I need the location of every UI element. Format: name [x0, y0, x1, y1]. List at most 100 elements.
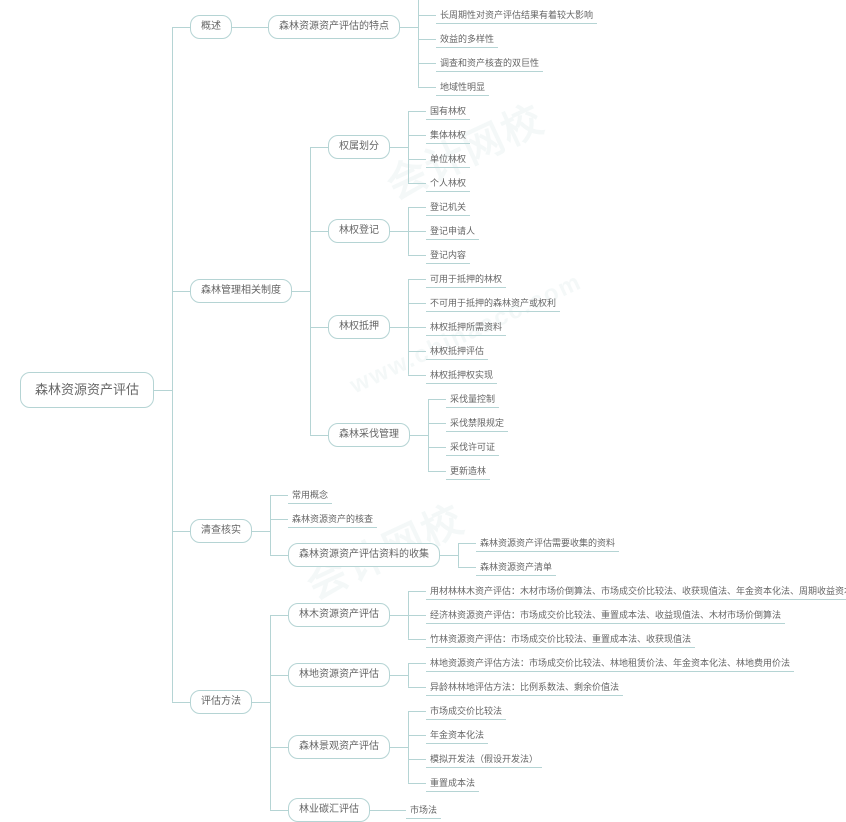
branch-node: 林地资源资产评估: [288, 663, 390, 687]
leaf-node: 重置成本法: [426, 774, 479, 792]
leaf-node: 常用概念: [288, 486, 332, 504]
leaf-node: 采伐许可证: [446, 438, 499, 456]
branch-node: 林权登记: [328, 219, 390, 243]
leaf-node: 国有林权: [426, 102, 470, 120]
child-wrapper: 异龄林林地评估方法：比例系数法、剩余价值法: [426, 678, 794, 696]
leaf-node: 登记机关: [426, 198, 470, 216]
child-wrapper: 林权抵押所需资料: [426, 318, 560, 336]
child-wrapper: 森林景观资产评估 市场成交价比较法年金资本化法模拟开发法（假设开发法） 重置成本法: [288, 702, 846, 792]
children-group: 市场法: [388, 801, 441, 819]
child-wrapper: 评估方法林木资源资产评估用材林林木资产评估：木材市场价倒算法、市场成交价比较法、…: [190, 582, 846, 822]
leaf-node: 林权抵押权实现: [426, 366, 497, 384]
mindmap-root-container: 森林资源资产评估概述森林资源资产评估的特点价值的关联性可再生性长周期性对资产评估…: [20, 20, 826, 760]
child-wrapper: 调查和资产核查的双巨性: [436, 54, 597, 72]
leaf-node: 效益的多样性: [436, 30, 498, 48]
child-wrapper: 市场法: [406, 801, 441, 819]
child-wrapper: 模拟开发法（假设开发法）: [426, 750, 542, 768]
child-wrapper: 权属划分国有林权集体林权单位林权个人林权: [328, 102, 560, 192]
children-group: 林木资源资产评估 用材林林木资产评估：木材市场价倒算法、市场成交价比较法、收获现值…: [270, 582, 846, 822]
leaf-node: 集体林权: [426, 126, 470, 144]
child-wrapper: 常用概念: [288, 486, 619, 504]
child-wrapper: 竹林资源资产评估：市场成交价比较法、重置成本法、收获现值法: [426, 630, 846, 648]
child-wrapper: 国有林权: [426, 102, 470, 120]
leaf-node: 调查和资产核查的双巨性: [436, 54, 543, 72]
children-group: 林地资源资产评估方法：市场成交价比较法、林地租赁价法、年金资本化法、林地费用价法…: [408, 654, 794, 696]
branch-node: 林木资源资产评估: [288, 603, 390, 627]
branch-node: 森林景观资产评估: [288, 735, 390, 759]
child-wrapper: 不可用于抵押的森林资产或权利: [426, 294, 560, 312]
leaf-node: 单位林权: [426, 150, 470, 168]
children-group: 国有林权集体林权单位林权个人林权: [408, 102, 470, 192]
children-group: 登记机关登记申请人登记内容: [408, 198, 479, 264]
child-wrapper: 概述森林资源资产评估的特点价值的关联性可再生性长周期性对资产评估结果有着较大影响…: [190, 0, 846, 96]
child-wrapper: 林权抵押评估: [426, 342, 560, 360]
child-wrapper: 林地资源资产评估方法：市场成交价比较法、林地租赁价法、年金资本化法、林地费用价法: [426, 654, 794, 672]
children-group: 森林资源资产评估的特点价值的关联性可再生性长周期性对资产评估结果有着较大影响效益…: [250, 0, 597, 96]
children-group: 价值的关联性可再生性长周期性对资产评估结果有着较大影响效益的多样性调查和资产核查…: [418, 0, 597, 96]
child-wrapper: 登记申请人: [426, 222, 479, 240]
leaf-node: 经济林资源资产评估：市场成交价比较法、重置成本法、收益现值法、木材市场价倒算法: [426, 606, 785, 624]
child-wrapper: 林地资源资产评估林地资源资产评估方法：市场成交价比较法、林地租赁价法、年金资本化…: [288, 654, 846, 696]
child-wrapper: 登记机关: [426, 198, 479, 216]
leaf-node: 林地资源资产评估方法：市场成交价比较法、林地租赁价法、年金资本化法、林地费用价法: [426, 654, 794, 672]
child-wrapper: 年金资本化法: [426, 726, 542, 744]
leaf-node: 林权抵押所需资料: [426, 318, 506, 336]
leaf-node: 登记内容: [426, 246, 470, 264]
leaf-node: 模拟开发法（假设开发法）: [426, 750, 542, 768]
leaf-node: 异龄林林地评估方法：比例系数法、剩余价值法: [426, 678, 623, 696]
leaf-node: 不可用于抵押的森林资产或权利: [426, 294, 560, 312]
leaf-node: 个人林权: [426, 174, 470, 192]
leaf-node: 采伐禁限规定: [446, 414, 508, 432]
branch-node: 权属划分: [328, 135, 390, 159]
children-group: 用材林林木资产评估：木材市场价倒算法、市场成交价比较法、收获现值法、年金资本化法…: [408, 582, 846, 648]
children-group: 概述森林资源资产评估的特点价值的关联性可再生性长周期性对资产评估结果有着较大影响…: [172, 0, 846, 822]
branch-node: 森林采伐管理: [328, 423, 410, 447]
branch-node: 森林资源资产评估资料的收集: [288, 543, 440, 567]
child-wrapper: 采伐禁限规定: [446, 414, 508, 432]
child-wrapper: 个人林权: [426, 174, 470, 192]
child-wrapper: 森林资源资产评估资料的收集 森林资源资产评估需要收集的资料森林资源资产清单: [288, 534, 619, 576]
branch-node: 林业碳汇评估: [288, 798, 370, 822]
root-node: 森林资源资产评估: [20, 372, 154, 408]
child-wrapper: 集体林权: [426, 126, 470, 144]
leaf-node: 登记申请人: [426, 222, 479, 240]
branch-node: 林权抵押: [328, 315, 390, 339]
branch-node: 森林管理相关制度: [190, 279, 292, 303]
child-wrapper: 采伐量控制: [446, 390, 508, 408]
child-wrapper: 市场成交价比较法: [426, 702, 542, 720]
leaf-node: 用材林林木资产评估：木材市场价倒算法、市场成交价比较法、收获现值法、年金资本化法…: [426, 582, 846, 600]
leaf-node: 长周期性对资产评估结果有着较大影响: [436, 6, 597, 24]
child-wrapper: 森林采伐管理采伐量控制采伐禁限规定采伐许可证更新造林: [328, 390, 560, 480]
child-wrapper: 重置成本法: [426, 774, 542, 792]
child-wrapper: 更新造林: [446, 462, 508, 480]
leaf-node: 市场成交价比较法: [426, 702, 506, 720]
child-wrapper: 林木资源资产评估 用材林林木资产评估：木材市场价倒算法、市场成交价比较法、收获现值…: [288, 582, 846, 648]
children-group: 可用于抵押的林权不可用于抵押的森林资产或权利林权抵押所需资料林权抵押评估林权抵押…: [408, 270, 560, 384]
branch-node: 清查核实: [190, 519, 252, 543]
child-wrapper: 森林资源资产评估的特点价值的关联性可再生性长周期性对资产评估结果有着较大影响效益…: [268, 0, 597, 96]
child-wrapper: 清查核实 常用概念森林资源资产的核查森林资源资产评估资料的收集 森林资源资产评估需要…: [190, 486, 846, 576]
leaf-node: 可用于抵押的林权: [426, 270, 506, 288]
leaf-node: 地域性明显: [436, 78, 489, 96]
child-wrapper: 用材林林木资产评估：木材市场价倒算法、市场成交价比较法、收获现值法、年金资本化法…: [426, 582, 846, 600]
child-wrapper: 林权抵押可用于抵押的林权不可用于抵押的森林资产或权利林权抵押所需资料林权抵押评估…: [328, 270, 560, 384]
leaf-node: 森林资源资产评估需要收集的资料: [476, 534, 619, 552]
leaf-node: 采伐量控制: [446, 390, 499, 408]
leaf-node: 森林资源资产的核查: [288, 510, 377, 528]
leaf-node: 森林资源资产清单: [476, 558, 556, 576]
children-group: 采伐量控制采伐禁限规定采伐许可证更新造林: [428, 390, 508, 480]
leaf-node: 年金资本化法: [426, 726, 488, 744]
child-wrapper: 森林资源资产清单: [476, 558, 619, 576]
child-wrapper: 林业碳汇评估 市场法: [288, 798, 846, 822]
children-group: 常用概念森林资源资产的核查森林资源资产评估资料的收集 森林资源资产评估需要收集的资…: [270, 486, 619, 576]
leaf-node: 市场法: [406, 801, 441, 819]
child-wrapper: 长周期性对资产评估结果有着较大影响: [436, 6, 597, 24]
child-wrapper: 单位林权: [426, 150, 470, 168]
child-wrapper: 森林资源资产评估需要收集的资料: [476, 534, 619, 552]
child-wrapper: 森林资源资产的核查: [288, 510, 619, 528]
child-wrapper: 经济林资源资产评估：市场成交价比较法、重置成本法、收益现值法、木材市场价倒算法: [426, 606, 846, 624]
child-wrapper: 可用于抵押的林权: [426, 270, 560, 288]
child-wrapper: 地域性明显: [436, 78, 597, 96]
child-wrapper: 登记内容: [426, 246, 479, 264]
child-wrapper: 林权登记登记机关登记申请人登记内容: [328, 198, 560, 264]
